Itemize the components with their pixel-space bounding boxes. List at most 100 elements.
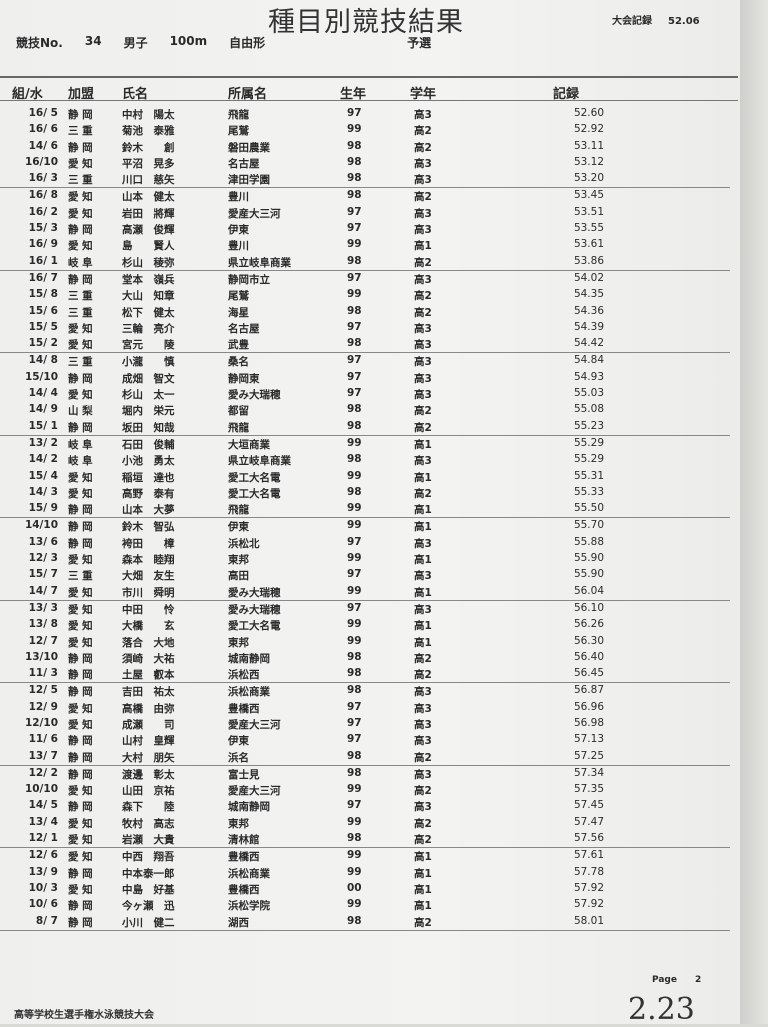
- swimmer-name-cell: 鈴木 智弘: [122, 521, 175, 534]
- grade-cell: 高3: [414, 455, 432, 468]
- heat-lane-cell: 12/ 2: [28, 766, 58, 779]
- swimmer-name-cell: 牧村 高志: [122, 817, 175, 830]
- team-cell: 愛産大三河: [228, 207, 281, 220]
- swimmer-name-cell: 須崎 大祐: [122, 652, 175, 665]
- table-row: 8/ 7 静 岡 小川 健二 湖西 98 高2 58.01: [0, 914, 740, 930]
- birth-year-cell: 97: [347, 222, 362, 235]
- prefecture-cell: 静 岡: [68, 751, 93, 764]
- prefecture-cell: 静 岡: [68, 372, 93, 385]
- swimmer-name-cell: 袴田 樟: [122, 537, 175, 550]
- swimmer-name-cell: 山田 京祐: [122, 785, 175, 798]
- birth-year-cell: 98: [347, 304, 362, 317]
- header-record: 記録: [553, 87, 580, 102]
- swimmer-name-cell: 成畑 智文: [122, 372, 175, 385]
- table-row: 16/ 2 愛 知 岩田 將輝 愛産大三河 97 高3 53.51: [0, 205, 740, 221]
- prefecture-cell: 愛 知: [68, 603, 93, 616]
- swimmer-name-cell: 杉山 太一: [122, 389, 175, 402]
- swimmer-name-cell: 石田 俊輔: [122, 438, 175, 451]
- prefecture-cell: 静 岡: [68, 900, 93, 913]
- record-cell: 55.90: [573, 568, 604, 581]
- heat-lane-cell: 13/ 7: [28, 749, 58, 762]
- team-cell: 浜松学院: [228, 900, 270, 913]
- grade-cell: 高2: [414, 751, 432, 764]
- record-cell: 56.40: [573, 650, 604, 663]
- team-cell: 城南静岡: [228, 652, 270, 665]
- birth-year-cell: 98: [347, 914, 362, 927]
- table-row: 10/10 愛 知 山田 京祐 愛産大三河 99 高2 57.35: [0, 782, 740, 798]
- record-cell: 57.45: [573, 799, 604, 812]
- swimmer-name-cell: 小池 勇太: [122, 455, 175, 468]
- grade-cell: 高1: [414, 586, 432, 599]
- swimmer-name-cell: 森本 睦翔: [122, 554, 175, 567]
- team-cell: 城南静岡: [228, 801, 270, 814]
- team-cell: 静岡市立: [228, 273, 270, 286]
- page-value: 2: [694, 975, 702, 985]
- header-top-rule: [0, 76, 738, 78]
- prefecture-cell: 三 重: [68, 570, 93, 583]
- birth-year-cell: 97: [347, 370, 362, 383]
- header-team: 所属名: [228, 87, 268, 102]
- swimmer-name-cell: 中島 好基: [122, 883, 175, 896]
- grade-cell: 高3: [414, 570, 432, 583]
- swimmer-name-cell: 山本 健太: [122, 191, 175, 204]
- heat-lane-cell: 16/ 5: [28, 107, 58, 119]
- team-cell: 東邦: [228, 554, 249, 567]
- record-cell: 56.30: [573, 634, 604, 647]
- record-cell: 53.51: [573, 205, 604, 218]
- birth-year-cell: 97: [347, 799, 362, 812]
- prefecture-cell: 山 梨: [68, 405, 93, 418]
- record-cell: 57.34: [573, 766, 604, 779]
- record-cell: 54.42: [573, 337, 604, 350]
- event-info: 競技No. 34 男子 100m 自由形 予選: [16, 34, 453, 51]
- event-no: 34: [84, 34, 102, 48]
- results-sheet: [0, 0, 740, 1024]
- grade-cell: 高2: [414, 191, 432, 204]
- heat-lane-cell: 12/ 3: [28, 552, 58, 565]
- swimmer-name-cell: 山村 皇輝: [122, 735, 175, 748]
- record-cell: 53.55: [573, 222, 604, 235]
- swimmer-name-cell: 平沼 晃多: [122, 157, 175, 170]
- team-cell: 浜松北: [228, 537, 260, 550]
- heat-lane-cell: 10/10: [24, 783, 58, 796]
- record-cell: 56.87: [573, 684, 604, 697]
- grade-cell: 高3: [414, 174, 432, 187]
- heat-lane-cell: 15/10: [24, 370, 58, 383]
- heat-lane-cell: 12/ 9: [28, 700, 58, 713]
- header-name: 氏名: [122, 87, 149, 102]
- birth-year-cell: 97: [347, 700, 362, 713]
- team-cell: 豊橋西: [228, 851, 260, 864]
- prefecture-cell: 静 岡: [68, 669, 93, 682]
- team-cell: 大垣商業: [228, 438, 270, 451]
- group-divider: [0, 682, 730, 684]
- record-cell: 57.92: [573, 898, 604, 911]
- swimmer-name-cell: 落合 大地: [122, 636, 175, 649]
- swimmer-name-cell: 坂田 知哉: [122, 421, 175, 434]
- birth-year-cell: 98: [347, 766, 362, 779]
- team-cell: 武豊: [228, 339, 249, 352]
- page-title: 種目別競技結果: [268, 7, 464, 38]
- table-row: 11/ 3 静 岡 土屋 叡本 浜松西 98 高2 56.45: [0, 666, 740, 682]
- team-cell: 高田: [228, 570, 249, 583]
- birth-year-cell: 98: [347, 155, 362, 168]
- swimmer-name-cell: 渡邊 彰太: [122, 768, 175, 781]
- prefecture-cell: 愛 知: [68, 702, 93, 715]
- record-cell: 56.04: [573, 584, 604, 597]
- prefecture-cell: 愛 知: [68, 191, 93, 204]
- swimmer-name-cell: 菊池 泰雅: [122, 125, 175, 138]
- record-cell: 55.88: [573, 535, 604, 548]
- birth-year-cell: 99: [347, 436, 362, 449]
- team-cell: 豊橋西: [228, 883, 260, 896]
- heat-lane-cell: 8/ 7: [35, 914, 58, 927]
- team-cell: 津田学園: [228, 174, 270, 187]
- grade-cell: 高1: [414, 900, 432, 913]
- team-cell: 浜松商業: [228, 686, 270, 699]
- birth-year-cell: 97: [347, 387, 362, 400]
- record-cell: 55.70: [573, 519, 604, 532]
- heat-lane-cell: 16/ 3: [28, 172, 58, 185]
- team-cell: 湖西: [228, 916, 249, 929]
- table-row: 15/ 1 静 岡 坂田 知哉 飛龍 98 高2 55.23: [0, 419, 740, 435]
- prefecture-cell: 愛 知: [68, 636, 93, 649]
- prefecture-cell: 愛 知: [68, 834, 93, 847]
- grade-cell: 高1: [414, 521, 432, 534]
- prefecture-cell: 三 重: [68, 125, 93, 138]
